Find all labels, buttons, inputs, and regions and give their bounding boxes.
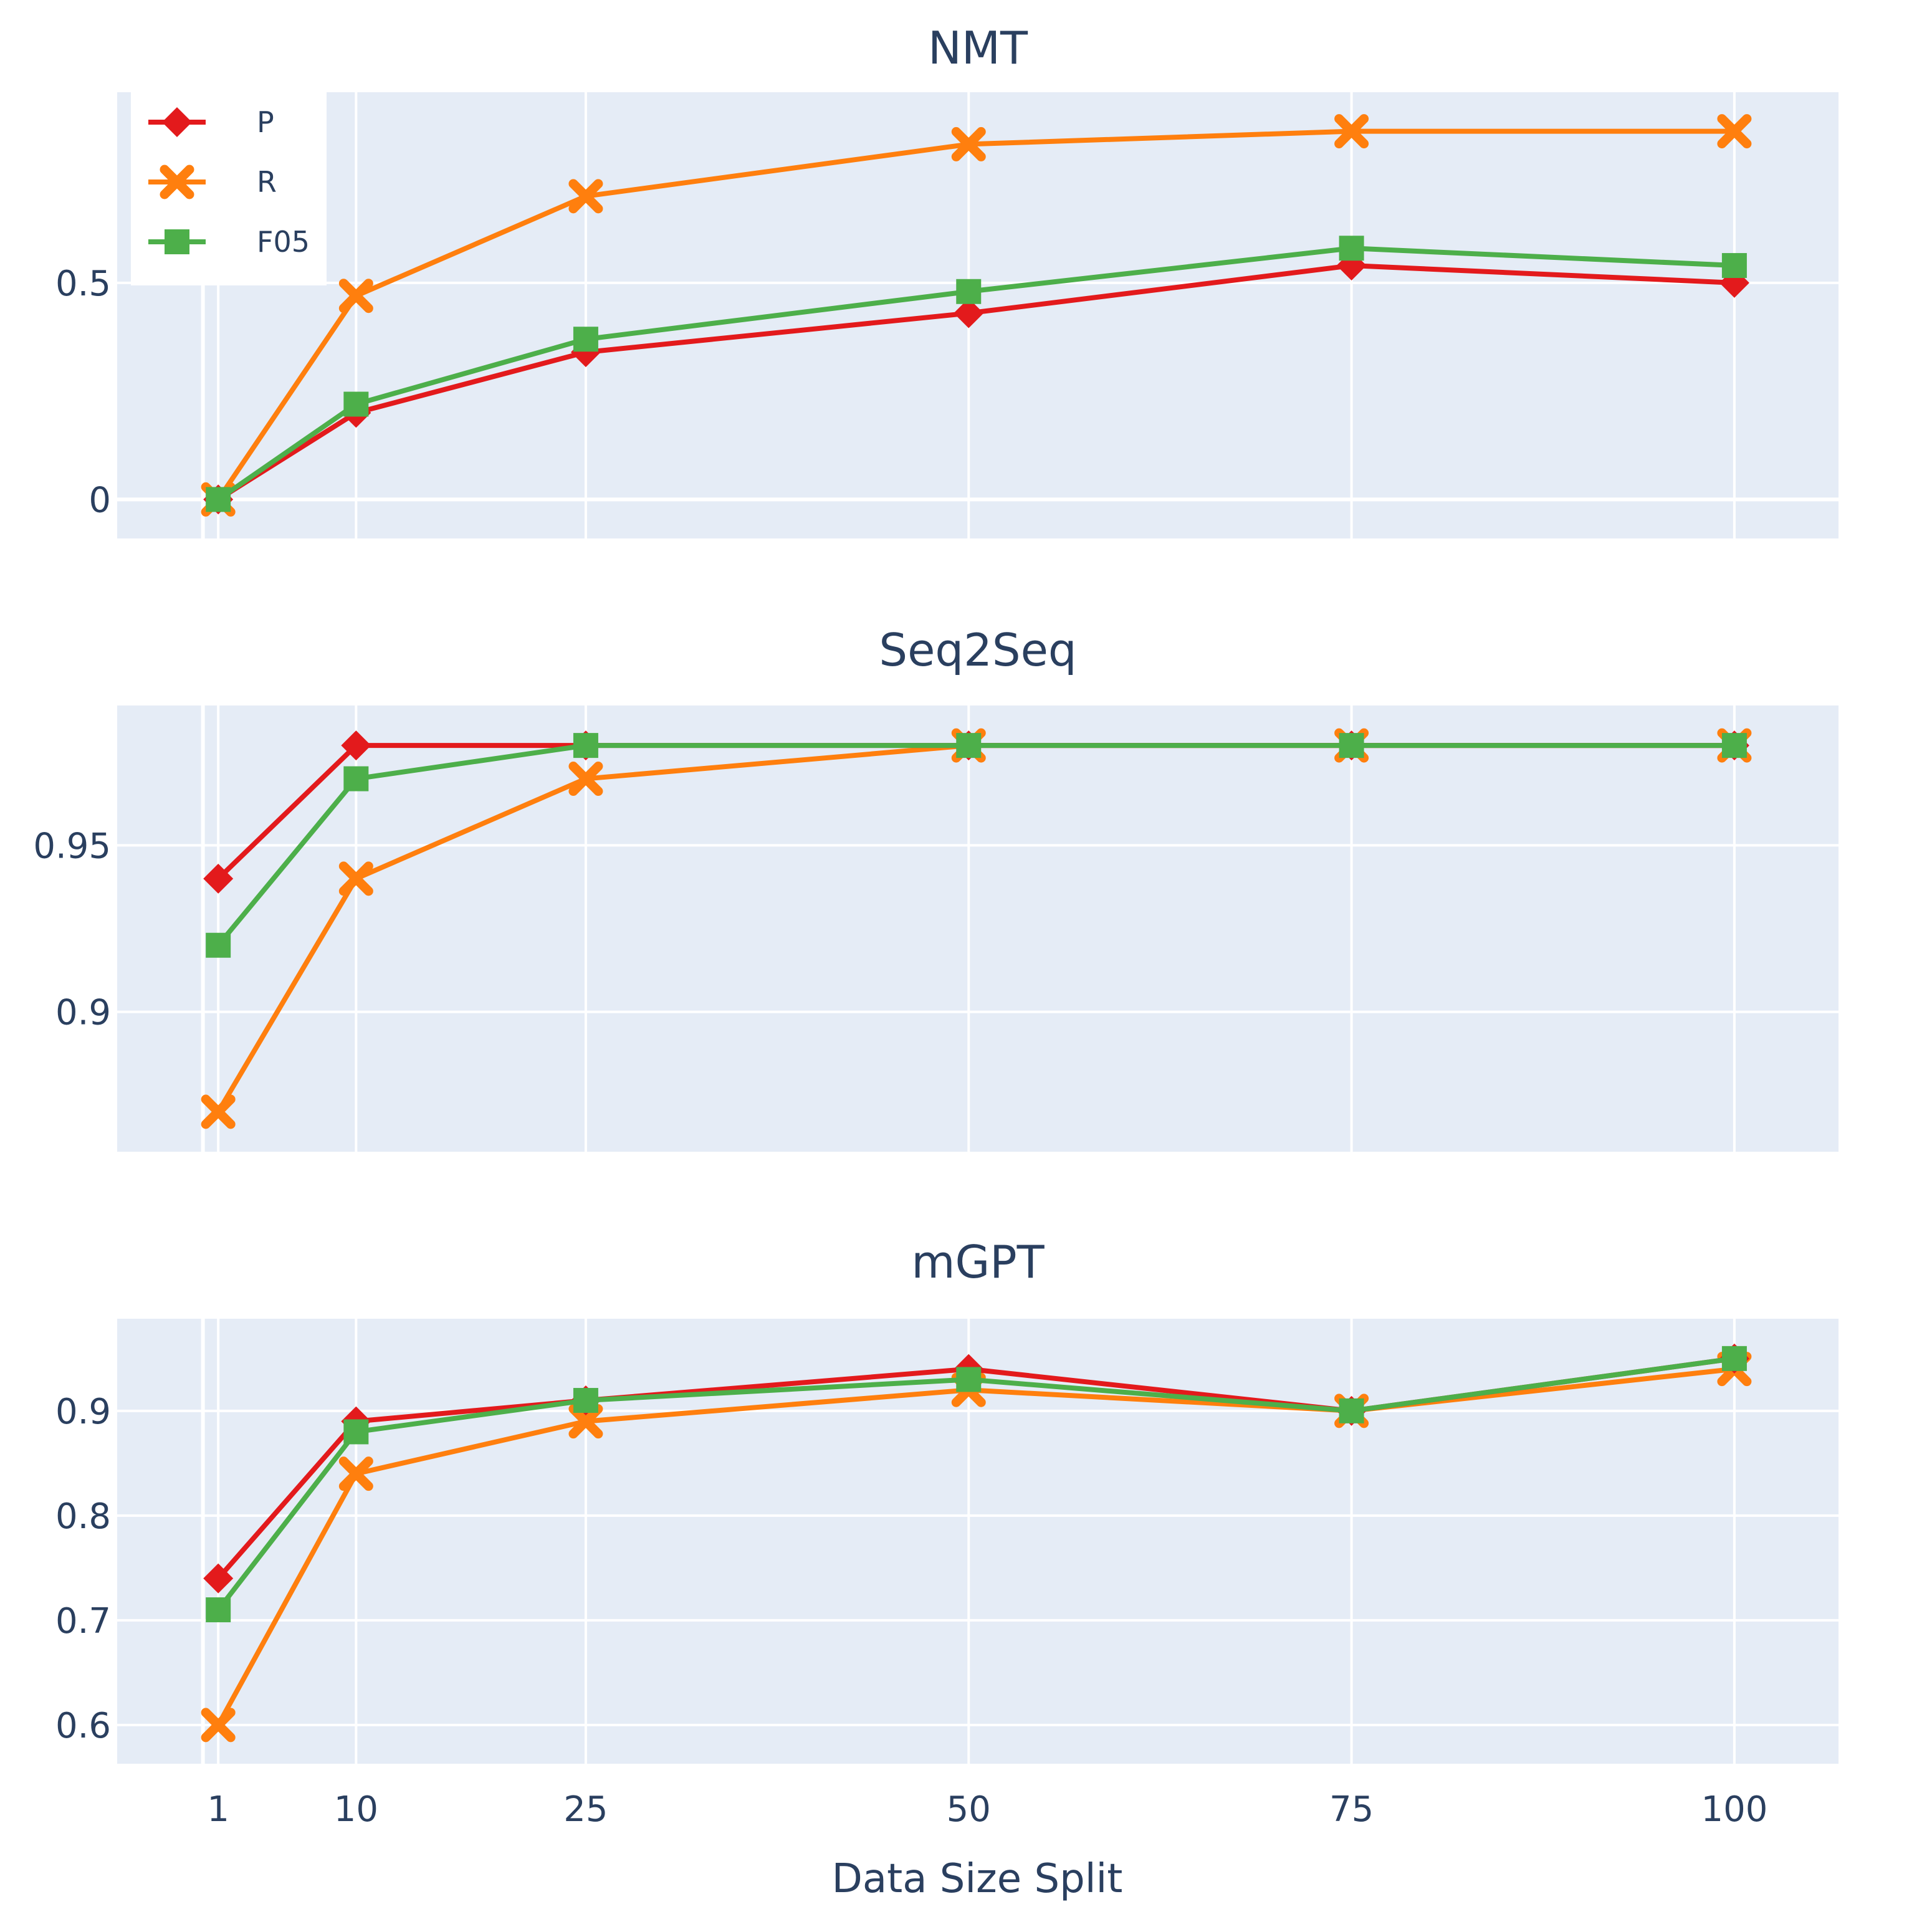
y-tick-label: 0.9 — [55, 1392, 111, 1432]
legend-label: F05 — [257, 225, 310, 259]
point-F05 — [956, 1367, 982, 1392]
point-R — [338, 1456, 373, 1491]
point-F05 — [343, 391, 369, 417]
legend-item-F05[interactable]: F05 — [148, 225, 310, 259]
x-tick-label: 10 — [334, 1789, 378, 1830]
point-P — [954, 298, 984, 328]
legend-marker — [160, 165, 194, 199]
legend-item-R[interactable]: R — [148, 165, 277, 199]
series-F05 — [206, 236, 1747, 512]
series-line-R — [216, 128, 1734, 501]
point-P — [203, 1563, 234, 1594]
legend-marker — [165, 229, 189, 254]
point-F05 — [206, 932, 231, 958]
x-axis-title: Data Size Split — [832, 1856, 1123, 1902]
y-tick-label: 0.6 — [55, 1706, 111, 1746]
series-line-F05 — [216, 246, 1735, 502]
x-tick-label: 1 — [207, 1789, 229, 1830]
x-tick-label: 75 — [1329, 1789, 1374, 1830]
point-R — [1717, 114, 1752, 149]
x-tick-label: 50 — [947, 1789, 991, 1830]
subplot-title: mGPT — [911, 1236, 1045, 1288]
legend-item-P[interactable]: P — [148, 105, 274, 139]
point-F05 — [573, 1388, 598, 1413]
y-tick-label: 0 — [88, 480, 111, 520]
point-R — [338, 279, 373, 313]
x-tick-label: 100 — [1701, 1789, 1767, 1830]
point-F05 — [1721, 1346, 1747, 1371]
point-F05 — [343, 766, 369, 791]
legend: PR F05 — [131, 92, 327, 285]
x-tick-label: 25 — [563, 1789, 608, 1830]
point-F05 — [956, 279, 982, 304]
series-line-F05 — [216, 1356, 1735, 1612]
point-F05 — [1721, 733, 1747, 758]
point-F05 — [206, 1597, 231, 1623]
point-F05 — [1339, 236, 1364, 261]
point-F05 — [1339, 1398, 1364, 1423]
y-tick-label: 0.5 — [55, 264, 111, 304]
y-tick-label: 0.7 — [55, 1601, 111, 1642]
point-F05 — [1339, 733, 1364, 758]
series-line-F05 — [216, 743, 1734, 947]
point-F05 — [343, 1419, 369, 1445]
legend-label: P — [257, 105, 274, 139]
subplot-2: 0.9 0.95 Seq2Seq — [33, 624, 1839, 1152]
point-F05 — [956, 733, 982, 758]
point-F05 — [206, 487, 231, 512]
point-F05 — [573, 733, 598, 758]
subplot-title: Seq2Seq — [879, 624, 1076, 676]
point-F05 — [1721, 253, 1747, 279]
legend-marker — [162, 107, 192, 137]
point-R — [568, 762, 603, 796]
y-tick-label: 0.8 — [55, 1496, 111, 1537]
point-R — [201, 1708, 236, 1743]
subplot-title: NMT — [928, 22, 1028, 74]
y-tick-label: 0.95 — [33, 826, 111, 866]
point-R — [951, 127, 986, 161]
subplot-3: 0.6 0.7 0.8 0.9 mGPT — [55, 1236, 1839, 1764]
point-R — [568, 1404, 603, 1439]
y-tick-label: 0.9 — [55, 993, 111, 1033]
plot-area — [117, 705, 1839, 1152]
series-F05 — [206, 733, 1747, 958]
series-F05 — [206, 1346, 1747, 1623]
point-R — [1334, 114, 1369, 149]
legend-label: R — [257, 165, 277, 199]
point-P — [341, 730, 371, 761]
point-P — [203, 863, 234, 894]
point-R — [201, 1094, 236, 1129]
point-R — [338, 861, 373, 896]
series-line-P — [217, 263, 1735, 502]
point-F05 — [573, 327, 598, 352]
point-R — [568, 179, 603, 214]
subplot-1: 0 0.5 NMT — [55, 22, 1839, 538]
